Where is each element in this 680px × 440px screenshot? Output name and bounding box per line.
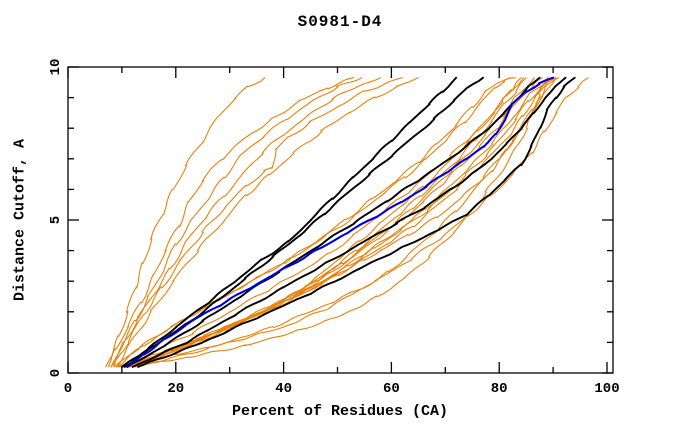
- y-axis-label: Distance Cutoff, A: [11, 138, 29, 302]
- chart-title: S0981-D4: [297, 13, 383, 31]
- black-curves: [120, 76, 576, 368]
- series-orange-right-outlier: [137, 77, 589, 368]
- series-orange-bundle-13: [121, 77, 525, 368]
- blue-curves: [126, 76, 555, 368]
- series-orange-bundle-7: [132, 77, 560, 368]
- series-orange-fan-1: [105, 77, 266, 368]
- series-black-5: [137, 76, 576, 368]
- series-orange-bundle-5: [126, 77, 551, 368]
- series-orange-bundle-12: [115, 77, 516, 368]
- axis-ticks: [67, 66, 613, 374]
- y-tick-label: 10: [48, 59, 64, 76]
- tick-labels: 0 20 40 60 80 100 0 5 10: [48, 59, 620, 397]
- series-orange-fan-6: [115, 77, 419, 368]
- x-tick-label: 40: [275, 381, 292, 397]
- series-orange-bundle-9: [126, 77, 551, 368]
- x-tick-label: 60: [383, 381, 400, 397]
- series-orange-fan-4: [110, 77, 382, 368]
- series-black-2: [123, 76, 484, 368]
- series-orange-bundle-3: [121, 77, 535, 368]
- y-tick-label: 0: [48, 369, 64, 377]
- series-black-1: [120, 76, 458, 368]
- series-black-3: [126, 76, 541, 368]
- x-axis-label: Percent of Residues (CA): [231, 403, 449, 420]
- series-orange-bundle-10: [134, 77, 557, 368]
- y-tick-label: 5: [48, 216, 64, 224]
- series-orange-fan-5: [113, 77, 403, 368]
- x-tick-label: 80: [491, 381, 508, 397]
- x-tick-label: 100: [594, 381, 619, 397]
- series-blue-highlight: [126, 76, 555, 368]
- x-tick-label: 20: [167, 381, 184, 397]
- orange-curves: [105, 77, 589, 368]
- series-orange-fan-2: [107, 77, 355, 368]
- x-tick-label: 0: [64, 381, 72, 397]
- series-orange-bundle-6: [129, 77, 557, 368]
- series-orange-fan-3: [110, 77, 363, 368]
- series-black-4: [131, 76, 567, 368]
